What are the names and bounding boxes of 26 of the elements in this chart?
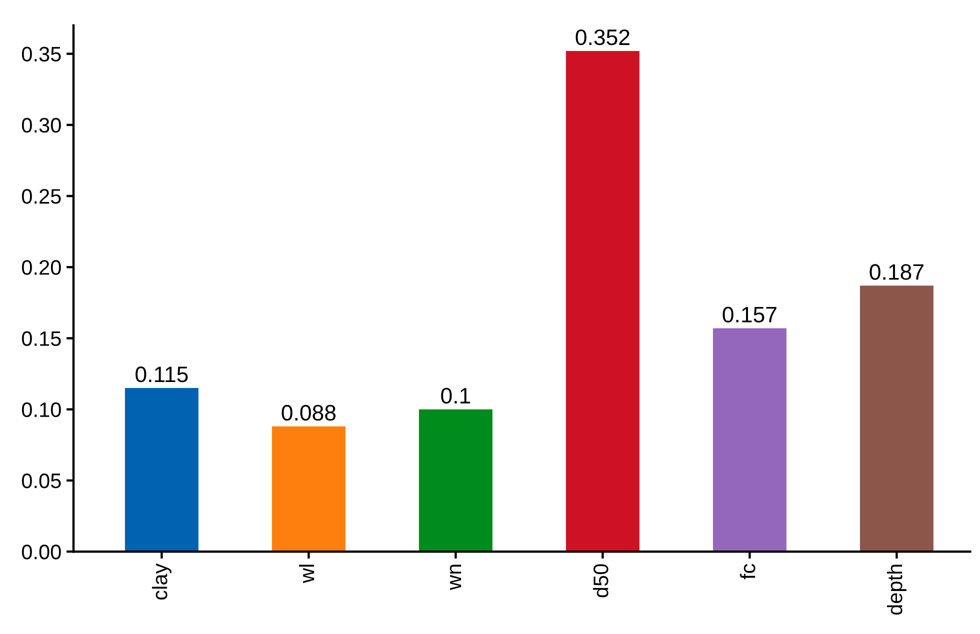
y-tick-label: 0.35 (22, 46, 61, 62)
bar (272, 426, 346, 552)
bar (418, 409, 492, 552)
bar (566, 50, 640, 552)
data-label: 0.187 (870, 264, 924, 280)
x-tick-label: clay (152, 563, 172, 600)
y-tick-label: 0.05 (22, 473, 61, 488)
y-tick-label: 0.25 (22, 189, 61, 204)
bar (124, 388, 198, 552)
x-tick-label: d50 (592, 564, 608, 598)
y-tick-label: 0.10 (22, 402, 61, 418)
bar (860, 286, 934, 552)
y-tick-label: 0.30 (22, 118, 61, 133)
y-tick-label: 0.15 (22, 331, 61, 346)
x-tick-label: depth (886, 564, 906, 615)
x-tick-label: wn (450, 564, 462, 590)
bar (712, 328, 786, 552)
data-label: 0.157 (722, 306, 776, 323)
x-tick-label: fc (740, 564, 756, 580)
data-label: 0.1 (441, 388, 470, 404)
y-tick-label: 0.00 (22, 544, 61, 560)
data-label: 0.352 (576, 29, 630, 46)
data-label: 0.115 (136, 366, 188, 382)
y-tick-label: 0.20 (22, 260, 61, 275)
x-tick-label: wl (298, 564, 314, 584)
data-label: 0.088 (282, 404, 336, 421)
